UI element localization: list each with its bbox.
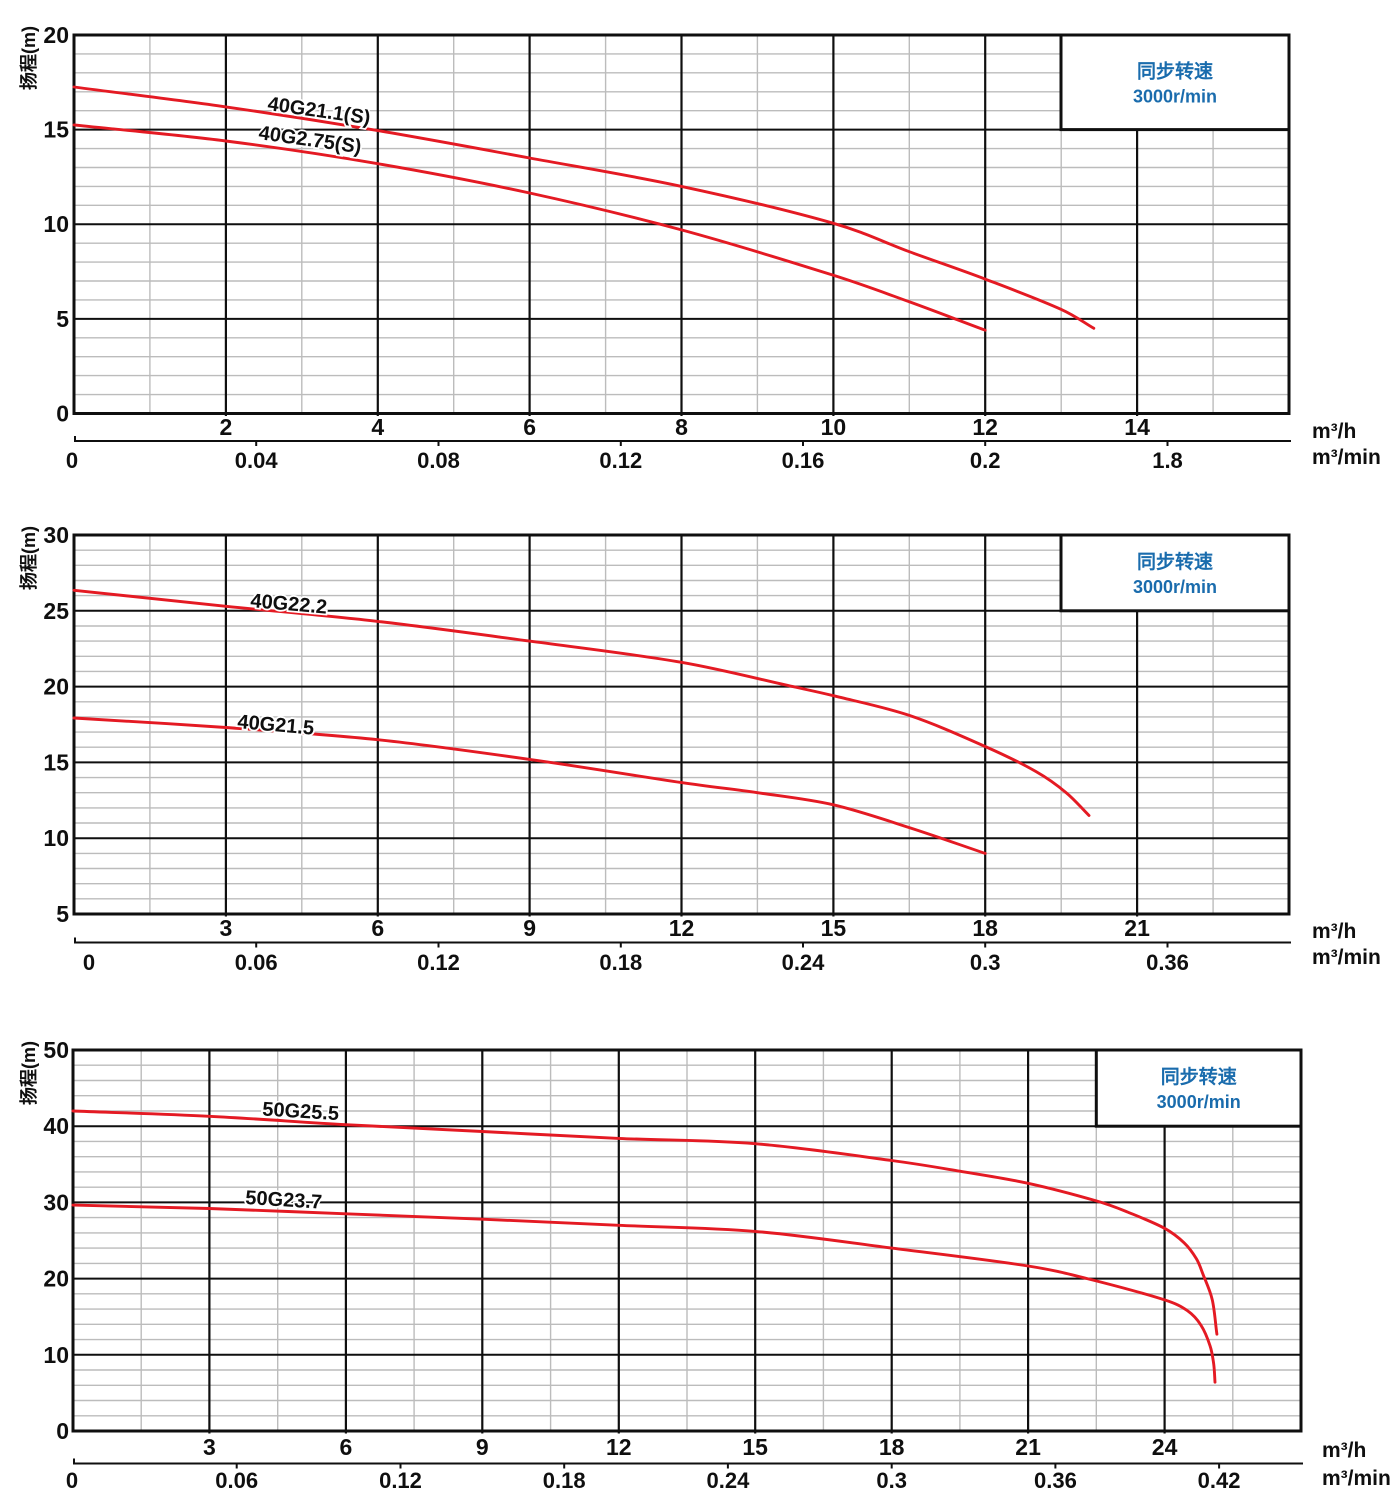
svg-text:15: 15 — [821, 915, 847, 941]
svg-text:10: 10 — [43, 211, 69, 237]
svg-text:0.3: 0.3 — [970, 950, 1001, 975]
svg-text:10: 10 — [821, 414, 847, 440]
svg-text:50: 50 — [43, 1037, 69, 1063]
svg-text:0: 0 — [56, 401, 69, 427]
svg-text:同步转速: 同步转速 — [1161, 1065, 1237, 1088]
svg-text:0.12: 0.12 — [599, 448, 642, 473]
svg-text:18: 18 — [972, 915, 998, 941]
svg-text:6: 6 — [371, 915, 384, 941]
svg-text:0.24: 0.24 — [706, 1468, 750, 1493]
svg-text:3000r/min: 3000r/min — [1157, 1092, 1241, 1112]
svg-text:同步转速: 同步转速 — [1137, 59, 1213, 82]
svg-text:0.06: 0.06 — [215, 1468, 258, 1493]
svg-text:3: 3 — [203, 1434, 216, 1460]
svg-text:14: 14 — [1124, 414, 1150, 440]
svg-text:0.36: 0.36 — [1146, 950, 1189, 975]
svg-text:20: 20 — [43, 674, 69, 700]
svg-text:2: 2 — [220, 414, 233, 440]
svg-text:6: 6 — [523, 414, 536, 440]
svg-text:5: 5 — [56, 901, 69, 927]
svg-text:1.8: 1.8 — [1152, 448, 1183, 473]
svg-text:24: 24 — [1152, 1434, 1178, 1460]
svg-text:0: 0 — [66, 1468, 78, 1493]
svg-text:40: 40 — [43, 1113, 69, 1139]
svg-text:0.06: 0.06 — [235, 950, 278, 975]
svg-text:21: 21 — [1015, 1434, 1041, 1460]
svg-text:21: 21 — [1124, 915, 1150, 941]
svg-text:15: 15 — [43, 117, 69, 143]
svg-text:扬程(m): 扬程(m) — [18, 1041, 39, 1105]
svg-text:0.04: 0.04 — [235, 448, 279, 473]
svg-text:0: 0 — [66, 448, 78, 473]
svg-text:0.12: 0.12 — [379, 1468, 422, 1493]
svg-text:20: 20 — [43, 22, 69, 48]
svg-text:m³/min: m³/min — [1312, 446, 1381, 469]
svg-text:18: 18 — [879, 1434, 905, 1460]
svg-text:15: 15 — [43, 749, 69, 775]
svg-text:0: 0 — [56, 1418, 69, 1444]
svg-text:m³/h: m³/h — [1322, 1439, 1366, 1462]
svg-text:3000r/min: 3000r/min — [1133, 577, 1217, 597]
svg-text:20: 20 — [43, 1266, 69, 1292]
svg-text:m³/h: m³/h — [1312, 920, 1356, 943]
svg-text:6: 6 — [340, 1434, 353, 1460]
svg-text:0.36: 0.36 — [1034, 1468, 1077, 1493]
svg-text:同步转速: 同步转速 — [1137, 550, 1213, 573]
svg-text:m³/min: m³/min — [1322, 1467, 1391, 1490]
svg-text:25: 25 — [43, 598, 69, 624]
svg-text:0.18: 0.18 — [599, 950, 642, 975]
svg-text:0.08: 0.08 — [417, 448, 460, 473]
svg-text:8: 8 — [675, 414, 688, 440]
svg-text:0.42: 0.42 — [1198, 1468, 1241, 1493]
svg-text:4: 4 — [371, 414, 384, 440]
svg-text:12: 12 — [972, 414, 998, 440]
svg-text:0.3: 0.3 — [876, 1468, 907, 1493]
svg-text:9: 9 — [476, 1434, 489, 1460]
svg-text:5: 5 — [56, 306, 69, 332]
svg-text:0.18: 0.18 — [543, 1468, 586, 1493]
svg-text:3000r/min: 3000r/min — [1133, 86, 1217, 106]
svg-text:扬程(m): 扬程(m) — [18, 526, 39, 590]
svg-text:0.24: 0.24 — [782, 950, 826, 975]
svg-text:3: 3 — [220, 915, 233, 941]
svg-text:50G23.7: 50G23.7 — [245, 1187, 323, 1214]
svg-text:m³/h: m³/h — [1312, 420, 1356, 443]
svg-text:12: 12 — [606, 1434, 632, 1460]
svg-text:30: 30 — [43, 1189, 69, 1215]
svg-text:m³/min: m³/min — [1312, 946, 1381, 969]
svg-text:扬程(m): 扬程(m) — [18, 26, 39, 90]
svg-text:30: 30 — [43, 522, 69, 548]
svg-text:0.16: 0.16 — [782, 448, 825, 473]
svg-text:9: 9 — [523, 915, 536, 941]
svg-text:0: 0 — [83, 950, 95, 975]
svg-text:0.12: 0.12 — [417, 950, 460, 975]
svg-text:12: 12 — [669, 915, 695, 941]
svg-text:10: 10 — [43, 1342, 69, 1368]
svg-text:10: 10 — [43, 825, 69, 851]
svg-text:50G25.5: 50G25.5 — [262, 1099, 340, 1126]
svg-text:0.2: 0.2 — [970, 448, 1001, 473]
svg-text:15: 15 — [742, 1434, 768, 1460]
